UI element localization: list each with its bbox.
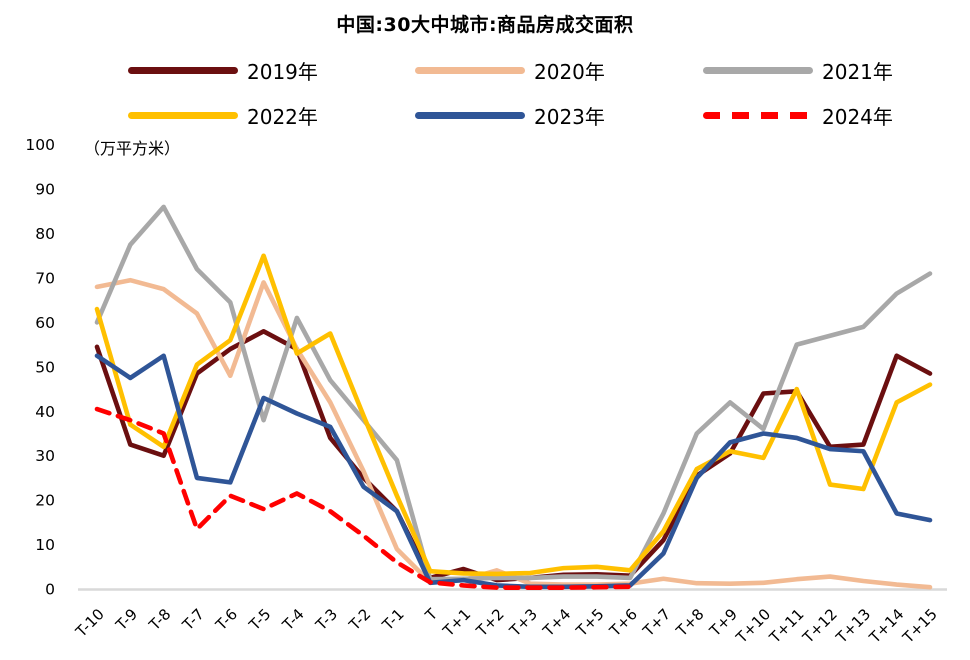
x-tick-label: T-4 bbox=[278, 605, 308, 635]
legend-swatch-2021-icon bbox=[703, 66, 813, 74]
y-tick-label: 0 bbox=[45, 581, 55, 599]
legend-item-2020: 2020年 bbox=[415, 56, 703, 84]
x-tick-label: T+6 bbox=[605, 605, 641, 641]
series-line-2022年 bbox=[94, 253, 933, 577]
x-tick-label: T-8 bbox=[145, 605, 175, 635]
x-tick-label: T-9 bbox=[112, 605, 142, 635]
chart-title: 中国:30大中城市:商品房成交面积 bbox=[336, 14, 634, 36]
legend-item-2021: 2021年 bbox=[703, 56, 970, 84]
legend-swatch-2019-icon bbox=[128, 66, 238, 74]
y-tick-label: 30 bbox=[35, 447, 55, 465]
x-tick-label: T+1 bbox=[439, 605, 475, 641]
y-axis-unit-label: （万平方米） bbox=[84, 139, 181, 158]
legend-item-2024: 2024年 bbox=[703, 101, 970, 129]
x-tick-label: T-1 bbox=[378, 605, 408, 635]
legend-swatch-2024-icon bbox=[703, 111, 813, 119]
legend-label-2022: 2022年 bbox=[247, 104, 318, 129]
y-tick-label: 70 bbox=[35, 269, 55, 287]
legend-item-2022: 2022年 bbox=[128, 101, 415, 129]
x-tick-label: T+5 bbox=[572, 605, 608, 641]
legend-item-2023: 2023年 bbox=[415, 101, 703, 129]
x-tick-label: T+12 bbox=[799, 605, 841, 647]
x-tick-label: T-6 bbox=[212, 605, 242, 635]
legend-label-2024: 2024年 bbox=[822, 104, 893, 129]
y-tick-label: 40 bbox=[35, 403, 55, 421]
y-tick-label: 100 bbox=[25, 136, 55, 154]
x-tick-label: T+4 bbox=[539, 605, 575, 641]
x-tick-label: T-7 bbox=[178, 605, 208, 635]
x-tick-label: T-2 bbox=[345, 605, 375, 635]
series-line-2019年 bbox=[94, 329, 933, 583]
legend-label-2023: 2023年 bbox=[534, 104, 605, 129]
y-tick-label: 90 bbox=[35, 181, 55, 199]
y-tick-label: 80 bbox=[35, 225, 55, 243]
y-tick-label: 20 bbox=[35, 492, 55, 510]
legend: 2019年 2020年 2021年 2022年 2023年 2024年 bbox=[128, 56, 928, 129]
x-tick-label: T+7 bbox=[639, 605, 675, 641]
x-tick-label: T+14 bbox=[865, 605, 907, 647]
series-line-2024年 bbox=[94, 406, 633, 590]
y-tick-label: 10 bbox=[35, 536, 55, 554]
legend-label-2019: 2019年 bbox=[247, 59, 318, 84]
x-tick-label: T+11 bbox=[765, 605, 807, 647]
x-tick-label: T-10 bbox=[72, 605, 108, 641]
x-tick-label: T bbox=[421, 605, 442, 626]
x-tick-label: T+13 bbox=[832, 605, 874, 647]
legend-swatch-2020-icon bbox=[415, 66, 525, 74]
y-tick-label: 50 bbox=[35, 358, 55, 376]
x-tick-label: T-5 bbox=[245, 605, 275, 635]
legend-label-2020: 2020年 bbox=[534, 59, 605, 84]
x-tick-label: T+3 bbox=[505, 605, 541, 641]
series-line-2023年 bbox=[94, 353, 933, 590]
legend-swatch-2023-icon bbox=[415, 111, 525, 119]
x-tick-label: T+8 bbox=[672, 605, 708, 641]
legend-label-2021: 2021年 bbox=[822, 59, 893, 84]
series-line-2020年 bbox=[94, 277, 933, 590]
legend-item-2019: 2019年 bbox=[128, 56, 415, 84]
y-tick-label: 60 bbox=[35, 314, 55, 332]
x-tick-label: T+15 bbox=[899, 605, 941, 647]
x-tick-label: T-3 bbox=[312, 605, 342, 635]
series-line-2021年 bbox=[94, 204, 933, 582]
x-tick-label: T+10 bbox=[732, 605, 774, 647]
x-tick-label: T+2 bbox=[472, 605, 508, 641]
legend-swatch-2022-icon bbox=[128, 111, 238, 119]
